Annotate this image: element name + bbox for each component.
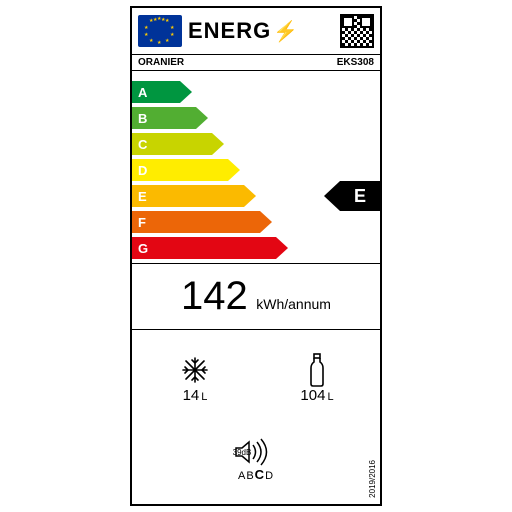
freezer-block: 14L bbox=[180, 353, 210, 404]
eu-flag-icon: ★ ★ ★ ★ ★ ★ ★ ★ ★ ★ ★ ★ bbox=[138, 15, 182, 47]
brand-name: ORANIER bbox=[138, 57, 184, 68]
rating-indicator: E bbox=[324, 181, 380, 211]
class-row-d: D bbox=[132, 159, 380, 181]
qr-code-icon bbox=[340, 14, 374, 48]
noise-classes: ABCD bbox=[231, 467, 281, 482]
rating-letter: E bbox=[340, 181, 380, 211]
class-letter: E bbox=[138, 189, 147, 204]
noise-class-c: C bbox=[255, 467, 265, 482]
energy-text: ENERG bbox=[188, 18, 271, 44]
speaker-icon: 39dB bbox=[231, 437, 281, 467]
brand-row: ORANIER EKS308 bbox=[132, 54, 380, 71]
bottle-icon bbox=[300, 353, 333, 387]
noise-class-b: B bbox=[246, 470, 254, 482]
class-letter: A bbox=[138, 85, 147, 100]
kwh-unit: kWh/annum bbox=[256, 296, 331, 312]
freezer-num: 14 bbox=[183, 387, 200, 404]
class-row-g: G bbox=[132, 237, 380, 259]
class-letter: C bbox=[138, 137, 147, 152]
snowflake-icon bbox=[180, 353, 210, 387]
freezer-value: 14L bbox=[180, 387, 210, 404]
fridge-value: 104L bbox=[300, 387, 333, 404]
class-row-b: B bbox=[132, 107, 380, 129]
fridge-block: 104L bbox=[300, 353, 333, 404]
regulation-text: 2019/2016 bbox=[368, 460, 377, 498]
class-letter: G bbox=[138, 241, 148, 256]
efficiency-scale: ABCDEFGE bbox=[132, 71, 380, 263]
noise-block: 39dB ABCD bbox=[231, 437, 281, 482]
noise-db-text: 39dB bbox=[233, 448, 252, 457]
class-letter: D bbox=[138, 163, 147, 178]
energy-title: ENERG ⚡ bbox=[188, 18, 334, 44]
fridge-num: 104 bbox=[300, 387, 325, 404]
bolt-icon: ⚡ bbox=[273, 19, 299, 44]
class-row-f: F bbox=[132, 211, 380, 233]
class-letter: B bbox=[138, 111, 147, 126]
freezer-unit: L bbox=[201, 391, 207, 403]
model-name: EKS308 bbox=[337, 57, 374, 68]
kwh-value: 142 bbox=[181, 274, 248, 318]
class-letter: F bbox=[138, 215, 146, 230]
header: ★ ★ ★ ★ ★ ★ ★ ★ ★ ★ ★ ★ ENERG ⚡ bbox=[132, 8, 380, 54]
class-row-a: A bbox=[132, 81, 380, 103]
specs-grid: 14L 104L bbox=[132, 329, 380, 504]
energy-label: ★ ★ ★ ★ ★ ★ ★ ★ ★ ★ ★ ★ ENERG ⚡ ORANIER … bbox=[130, 6, 382, 506]
consumption-row: 142 kWh/annum bbox=[132, 263, 380, 329]
noise-class-d: D bbox=[265, 470, 274, 482]
class-row-c: C bbox=[132, 133, 380, 155]
fridge-unit: L bbox=[327, 391, 333, 403]
